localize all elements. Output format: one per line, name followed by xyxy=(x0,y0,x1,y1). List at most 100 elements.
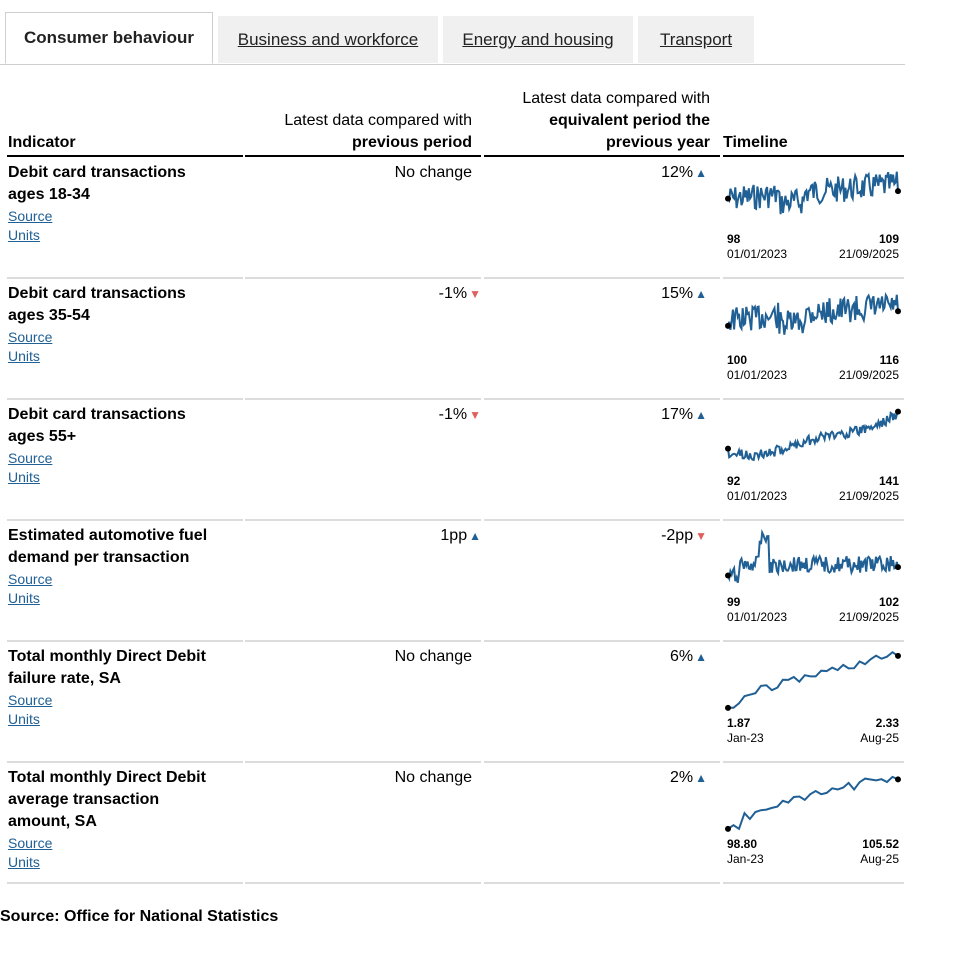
row-divider xyxy=(723,882,904,884)
sparkline-end-dot xyxy=(895,408,901,415)
units-link[interactable]: Units xyxy=(8,348,40,364)
row-divider xyxy=(245,640,481,642)
sparkline-end: 102 21/09/2025 xyxy=(838,595,899,624)
units-link[interactable]: Units xyxy=(8,854,40,870)
units-link[interactable]: Units xyxy=(8,711,40,727)
units-link[interactable]: Units xyxy=(8,469,40,485)
header-rule xyxy=(484,155,720,157)
row-divider xyxy=(484,761,720,763)
sparkline-start: 99 01/01/2023 xyxy=(727,595,788,624)
sparkline-line xyxy=(727,528,899,584)
timeline-sparkline xyxy=(725,406,905,476)
indicator-title: Total monthly Direct Debit average transa… xyxy=(8,769,206,830)
up-arrow-icon: ▲ xyxy=(695,771,707,785)
previous-period-value: 1pp ▲ xyxy=(440,527,481,544)
row-divider xyxy=(245,882,481,884)
row-divider xyxy=(484,519,720,521)
row-divider xyxy=(484,398,720,400)
row-divider xyxy=(245,761,481,763)
up-arrow-icon: ▲ xyxy=(695,650,707,664)
row-divider xyxy=(7,882,243,884)
row-divider xyxy=(7,640,243,642)
row-divider xyxy=(723,519,904,521)
sparkline-end-dot xyxy=(895,564,901,571)
source-link[interactable]: Source xyxy=(8,692,53,708)
row-divider xyxy=(484,277,720,279)
footer-source: Source: Office for National Statistics xyxy=(0,908,279,925)
previous-period-value: No change xyxy=(394,769,472,786)
units-link[interactable]: Units xyxy=(8,227,40,243)
source-link[interactable]: Source xyxy=(8,450,53,466)
sparkline-end: 2.33 Aug-25 xyxy=(860,716,899,745)
sparkline-end-dot xyxy=(895,188,901,195)
indicator-title: Debit card transactions ages 35-54 xyxy=(8,285,186,324)
down-arrow-icon: ▼ xyxy=(469,408,481,422)
sparkline-line xyxy=(727,171,899,215)
sparkline-line xyxy=(727,292,899,335)
sparkline-start: 100 01/01/2023 xyxy=(727,353,788,382)
source-link[interactable]: Source xyxy=(8,329,53,345)
header-indicator: Indicator xyxy=(8,134,76,151)
sparkline-line xyxy=(727,775,899,831)
sparkline-end: 141 21/09/2025 xyxy=(838,474,899,503)
header-rule xyxy=(7,155,243,157)
sparkline-start-dot xyxy=(725,704,731,711)
sparkline-end-dot xyxy=(895,308,901,315)
indicator-title: Debit card transactions ages 18-34 xyxy=(8,164,186,203)
sparkline-start: 98.80 Jan-23 xyxy=(727,837,764,866)
source-link[interactable]: Source xyxy=(8,571,53,587)
sparkline-end-dot xyxy=(895,652,901,659)
up-arrow-icon: ▲ xyxy=(695,408,707,422)
previous-year-value: 15% ▲ xyxy=(661,285,707,302)
sparkline-start: 92 01/01/2023 xyxy=(727,474,788,503)
indicator-title: Total monthly Direct Debit failure rate, … xyxy=(8,648,206,687)
tab-business-and-workforce[interactable]: Business and workforce xyxy=(218,16,438,63)
previous-year-value: 6% ▲ xyxy=(669,648,707,665)
row-divider xyxy=(484,640,720,642)
sparkline-start: 1.87 Jan-23 xyxy=(727,716,764,745)
indicator-title: Estimated automotive fuel demand per tran… xyxy=(8,527,208,566)
row-divider xyxy=(723,277,904,279)
row-divider xyxy=(7,398,243,400)
row-divider xyxy=(484,882,720,884)
timeline-sparkline xyxy=(725,164,905,234)
sparkline-end: 105.52 Aug-25 xyxy=(860,837,899,866)
up-arrow-icon: ▲ xyxy=(695,287,707,301)
timeline-sparkline xyxy=(725,648,905,718)
tab-energy-and-housing[interactable]: Energy and housing xyxy=(443,16,633,63)
down-arrow-icon: ▼ xyxy=(469,287,481,301)
sparkline-end: 116 21/09/2025 xyxy=(838,353,899,382)
previous-period-value: No change xyxy=(394,164,472,181)
tab-consumer-behaviour[interactable]: Consumer behaviour xyxy=(5,12,213,64)
sparkline-start-dot xyxy=(725,825,731,832)
header-previous-year: Latest data compared with equivalent per… xyxy=(522,90,710,151)
previous-year-value: 12% ▲ xyxy=(661,164,707,181)
down-arrow-icon: ▼ xyxy=(695,529,707,543)
sparkline-line xyxy=(727,411,899,462)
source-link[interactable]: Source xyxy=(8,208,53,224)
header-rule xyxy=(723,155,904,157)
previous-year-value: -2pp ▼ xyxy=(661,527,707,544)
row-divider xyxy=(7,761,243,763)
row-divider xyxy=(245,398,481,400)
timeline-sparkline xyxy=(725,527,905,597)
timeline-sparkline xyxy=(725,285,905,355)
sparkline-end-dot xyxy=(895,776,901,783)
source-link[interactable]: Source xyxy=(8,835,53,851)
row-divider xyxy=(245,519,481,521)
row-divider xyxy=(7,277,243,279)
header-rule xyxy=(245,155,481,157)
previous-year-value: 17% ▲ xyxy=(661,406,707,423)
tab-bar: Consumer behaviour Business and workforc… xyxy=(0,12,905,65)
sparkline-line xyxy=(728,650,899,709)
header-previous-period: Latest data compared with previous perio… xyxy=(284,112,472,151)
previous-period-value: -1% ▼ xyxy=(438,406,481,423)
sparkline-end: 109 21/09/2025 xyxy=(838,232,899,261)
units-link[interactable]: Units xyxy=(8,590,40,606)
previous-period-value: No change xyxy=(394,648,472,665)
sparkline-start-dot xyxy=(725,445,731,452)
row-divider xyxy=(245,277,481,279)
row-divider xyxy=(723,398,904,400)
sparkline-start-dot xyxy=(725,322,731,329)
tab-transport[interactable]: Transport xyxy=(638,16,754,63)
